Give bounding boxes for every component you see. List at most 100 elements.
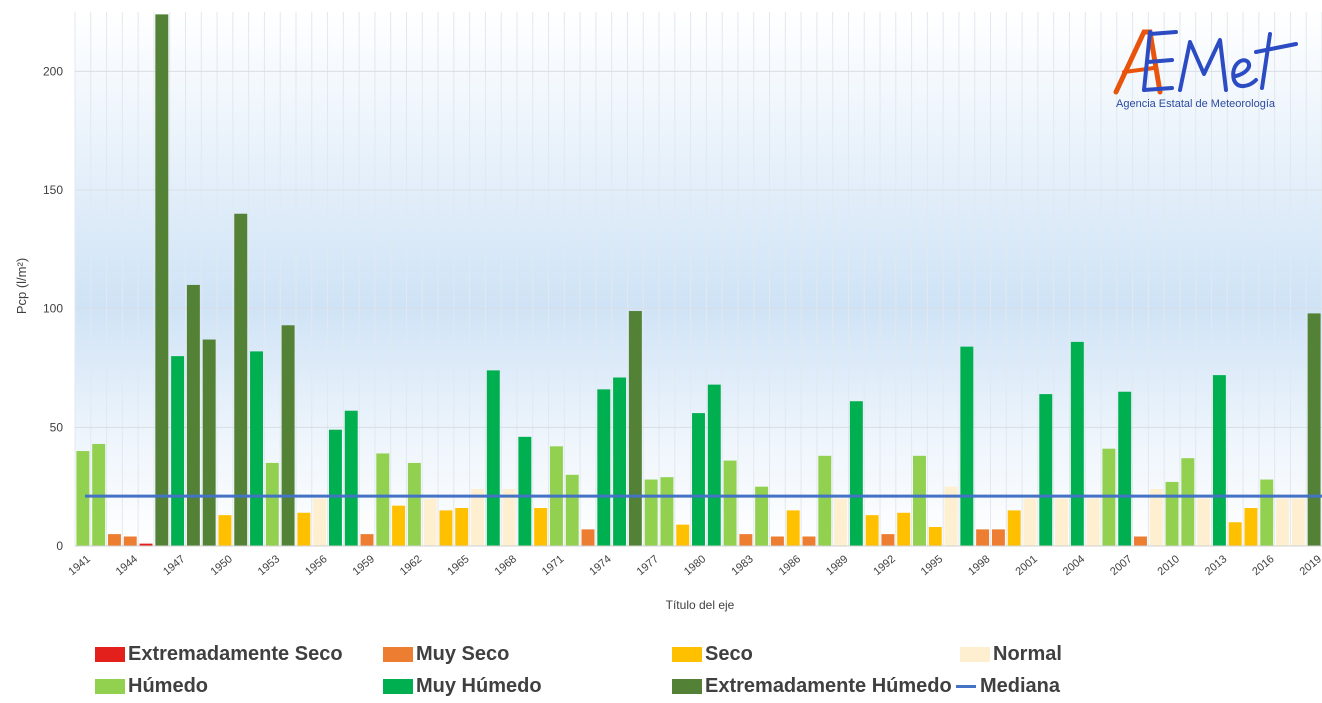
bar-1959: [360, 534, 374, 546]
bar-1989: [834, 498, 848, 546]
x-tick-label: 2001: [1013, 553, 1039, 578]
x-tick-label: 1941: [66, 553, 92, 578]
x-tick-label: 1983: [729, 553, 755, 578]
x-tick-label: 1965: [445, 553, 471, 578]
legend-item-extremadamente-humedo: Extremadamente Húmedo: [672, 672, 952, 700]
bar-1993: [897, 512, 911, 546]
bar-1952: [250, 351, 263, 546]
aemet-logo: Agencia Estatal de Meteorología: [1110, 24, 1306, 120]
legend-swatch-normal: [960, 646, 990, 662]
legend-label-mediana: Mediana: [980, 674, 1061, 697]
x-tick-label: 2007: [1108, 553, 1134, 578]
bar-1988: [818, 455, 832, 546]
bar-1992: [881, 534, 895, 546]
y-tick-label: 50: [50, 420, 64, 434]
bar-1947: [171, 356, 185, 546]
bar-2009: [1149, 489, 1163, 546]
bar-2016: [1260, 479, 1274, 546]
bar-1945: [139, 543, 153, 546]
legend-label-seco: Seco: [705, 642, 753, 665]
legend-item-muy-humedo: Muy Húmedo: [383, 672, 542, 700]
bar-1979: [676, 524, 690, 546]
aemet-logo-mark: [1113, 29, 1298, 95]
legend-label-extremadamente-humedo: Extremadamente Húmedo: [705, 674, 952, 697]
x-tick-label: 1962: [398, 553, 424, 578]
bar-1970: [534, 508, 548, 546]
bar-1965: [455, 508, 469, 546]
y-tick-label: 100: [43, 302, 63, 316]
bar-1994: [913, 455, 926, 546]
y-tick-label: 200: [43, 64, 63, 78]
bar-1957: [328, 429, 342, 546]
bar-1991: [865, 515, 879, 546]
legend-swatch-humedo: [95, 678, 125, 694]
x-tick-label: 1974: [587, 553, 613, 578]
bar-2000: [1007, 510, 1021, 546]
bar-1999: [991, 529, 1005, 546]
bar-1954: [281, 325, 295, 546]
x-tick-label: 1992: [871, 553, 897, 578]
bar-2002: [1039, 394, 1053, 546]
legend-swatch-muy-seco: [383, 646, 413, 662]
y-tick-label: 0: [56, 539, 63, 553]
bar-1967: [486, 370, 500, 546]
legend-item-muy-seco: Muy Seco: [383, 640, 509, 668]
bar-2019: [1307, 313, 1321, 546]
legend-label-normal: Normal: [993, 642, 1062, 665]
bar-1973: [581, 529, 595, 546]
legend-swatch-seco: [672, 646, 702, 662]
bar-1985: [770, 536, 784, 546]
bar-1978: [660, 477, 674, 546]
x-tick-label: 2019: [1298, 553, 1322, 578]
x-tick-label: 1950: [208, 553, 234, 578]
x-tick-label: 1959: [350, 553, 376, 578]
bar-1972: [565, 474, 579, 546]
x-axis-title: Título del eje: [666, 598, 735, 612]
bar-1960: [376, 453, 390, 546]
bar-1982: [723, 460, 737, 546]
bar-1997: [960, 346, 974, 546]
x-tick-label: 1998: [966, 553, 992, 578]
bar-2005: [1086, 498, 1100, 546]
bar-2001: [1023, 498, 1037, 546]
bar-1998: [976, 529, 990, 546]
bar-1987: [802, 536, 816, 546]
x-tick-label: 1947: [161, 553, 187, 578]
bar-1974: [597, 389, 611, 546]
legend-swatch-muy-humedo: [383, 678, 413, 694]
x-tick-label: 1986: [777, 553, 803, 578]
bar-1986: [786, 510, 800, 546]
x-tick-label: 1980: [682, 553, 708, 578]
bar-1951: [234, 213, 248, 546]
bar-1962: [407, 462, 421, 546]
bar-2013: [1212, 375, 1226, 546]
x-tick-label: 2013: [1203, 553, 1229, 578]
x-tick-label: 1968: [493, 553, 519, 578]
bar-1984: [755, 486, 769, 546]
x-tick-label: 1944: [114, 553, 140, 578]
bar-1980: [692, 413, 705, 546]
bar-2018: [1291, 498, 1305, 546]
bar-1977: [644, 479, 658, 546]
x-tick-label: 1956: [303, 553, 329, 578]
x-tick-label: 1977: [635, 553, 661, 578]
x-tick-label: 1995: [919, 553, 945, 578]
bar-1996: [944, 486, 958, 546]
bar-2003: [1055, 498, 1069, 546]
bar-1943: [107, 534, 121, 546]
legend-label-muy-humedo: Muy Húmedo: [416, 674, 542, 697]
legend-item-mediana: Mediana: [956, 672, 1060, 700]
legend-item-normal: Normal: [960, 640, 1062, 668]
bar-2014: [1228, 522, 1242, 546]
bar-1953: [265, 462, 279, 546]
y-axis-title: Pcp (l/m²): [14, 258, 29, 314]
legend-swatch-extremadamente-seco: [95, 646, 125, 662]
bar-1949: [202, 339, 216, 546]
bar-2017: [1276, 498, 1290, 546]
bar-1958: [344, 410, 358, 546]
x-tick-label: 2010: [1156, 553, 1182, 578]
bar-1983: [739, 534, 753, 546]
bar-2004: [1070, 341, 1084, 546]
